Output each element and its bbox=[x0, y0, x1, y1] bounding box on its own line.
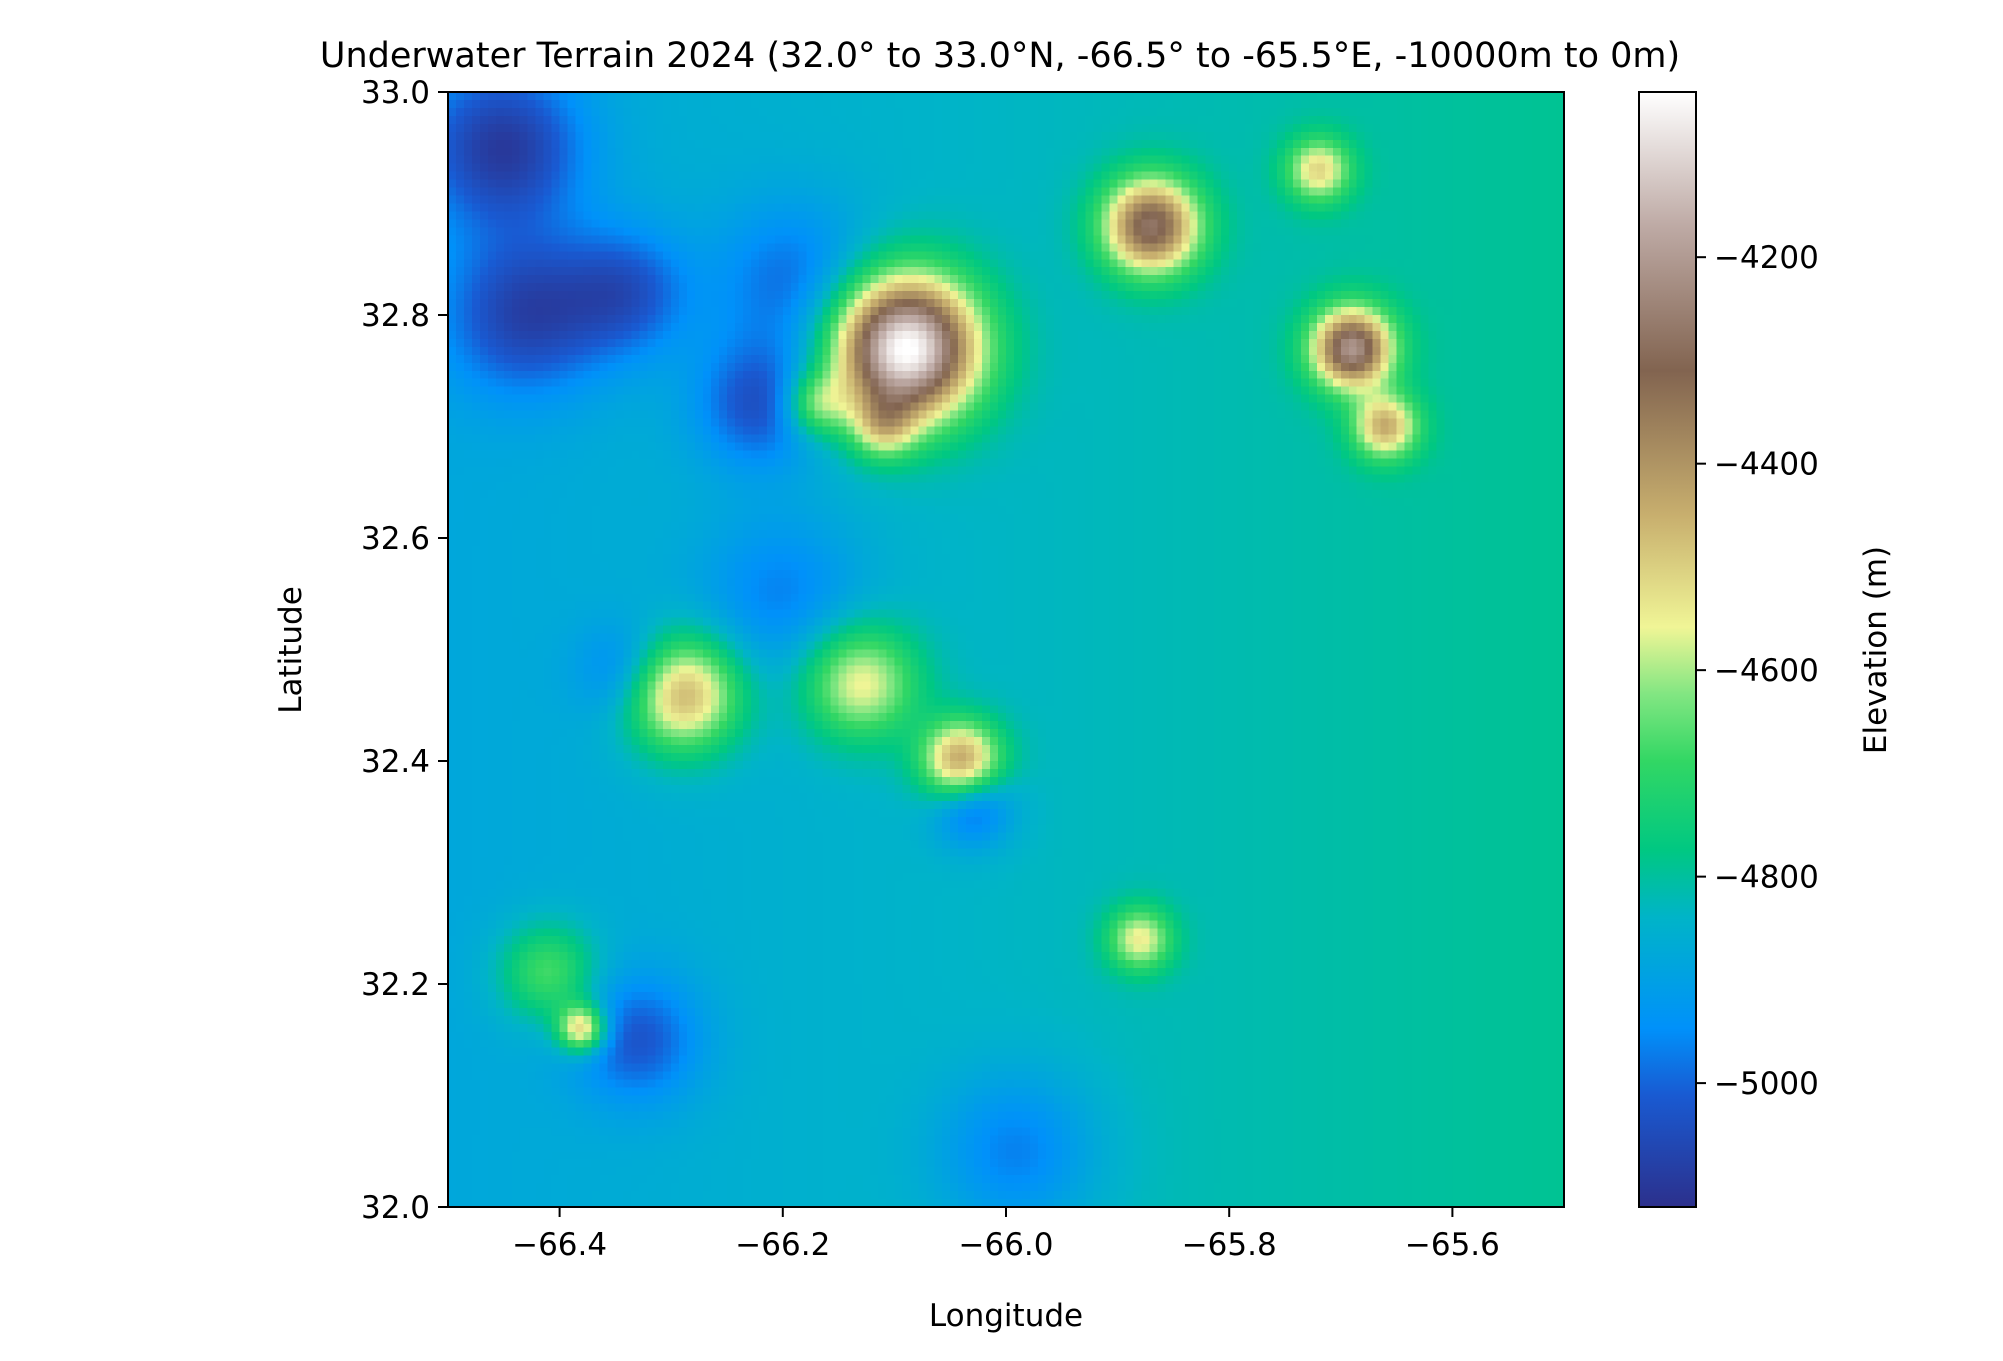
x-tick-label: −65.6 bbox=[1405, 1227, 1500, 1263]
colorbar-tick-label: −4800 bbox=[1714, 860, 1819, 896]
y-tick-label: 32.4 bbox=[361, 744, 430, 780]
colorbar-tick-label: −4200 bbox=[1714, 240, 1819, 276]
colorbar-label: Elevation (m) bbox=[1858, 546, 1894, 754]
chart-title: Underwater Terrain 2024 (32.0° to 33.0°N… bbox=[320, 36, 1680, 76]
x-axis-label: Longitude bbox=[929, 1298, 1083, 1334]
y-axis-ticks: 32.0 32.2 32.4 32.6 32.8 33.0 bbox=[361, 75, 448, 1226]
x-tick-label: −66.0 bbox=[959, 1227, 1054, 1263]
colorbar-ticks: −5000 −4800 −4600 −4400 −4200 bbox=[1696, 240, 1819, 1102]
y-tick-label: 32.0 bbox=[361, 1190, 430, 1226]
y-tick-label: 32.2 bbox=[361, 967, 430, 1003]
y-tick-label: 33.0 bbox=[361, 75, 430, 111]
colorbar-tick-label: −4600 bbox=[1714, 653, 1819, 689]
y-tick-label: 32.6 bbox=[361, 521, 430, 557]
x-axis-ticks: −66.4 −66.2 −66.0 −65.8 −65.6 bbox=[512, 1207, 1500, 1263]
y-axis-label: Latitude bbox=[273, 586, 309, 714]
colorbar-tick-label: −4400 bbox=[1714, 447, 1819, 483]
colorbar bbox=[1638, 91, 1697, 1208]
x-tick-label: −66.2 bbox=[735, 1227, 830, 1263]
y-tick-label: 32.8 bbox=[361, 298, 430, 334]
x-tick-label: −66.4 bbox=[512, 1227, 607, 1263]
heatmap-image bbox=[448, 92, 1564, 1207]
x-tick-label: −65.8 bbox=[1182, 1227, 1277, 1263]
colorbar-tick-label: −5000 bbox=[1714, 1066, 1819, 1102]
